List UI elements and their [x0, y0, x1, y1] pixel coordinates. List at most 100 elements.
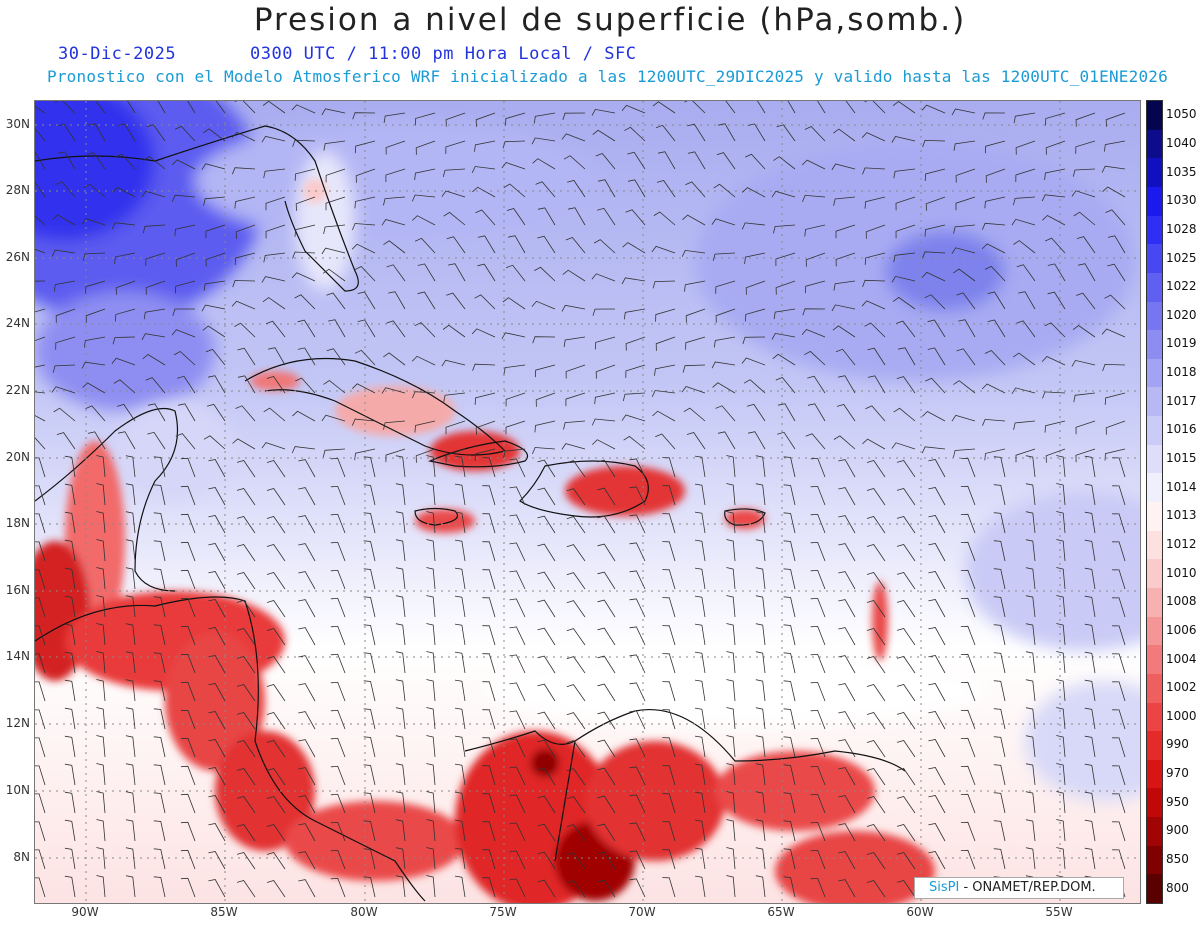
wind-barb [1071, 190, 1096, 198]
wind-barb [534, 266, 556, 282]
wind-barb [953, 380, 976, 394]
wind-barb [363, 512, 376, 534]
wind-barb [1084, 679, 1096, 702]
wind-barb [363, 456, 376, 478]
wind-barb [35, 280, 46, 282]
wind-barb [454, 847, 466, 870]
wind-barb [505, 112, 526, 126]
wind-barb [482, 709, 496, 730]
wind-barb [1104, 448, 1126, 461]
wind-barb [64, 735, 76, 758]
wind-barb [896, 852, 916, 870]
wind-barb [864, 252, 886, 265]
wind-barb [1056, 595, 1066, 618]
wind-barb [125, 763, 136, 786]
wind-barb [566, 712, 586, 730]
wind-barb [592, 129, 616, 142]
wind-barb [234, 252, 256, 266]
wind-barb [357, 319, 376, 338]
wind-barb [35, 415, 46, 422]
wind-barb [474, 294, 496, 310]
wind-barb [236, 488, 256, 506]
wind-barb [64, 763, 76, 786]
wind-barb [838, 487, 856, 506]
wind-barb [1042, 391, 1066, 399]
wind-barb [807, 403, 826, 422]
wind-barb [35, 181, 46, 198]
wind-barb [203, 196, 226, 206]
wind-barb [482, 457, 496, 478]
wind-barb [681, 386, 706, 394]
wind-barb [655, 336, 676, 351]
wind-barb [206, 403, 226, 422]
wind-barb [662, 597, 676, 618]
wind-barb [653, 211, 676, 226]
wind-barb [810, 513, 826, 534]
wind-barb [57, 123, 76, 142]
wind-barb [755, 847, 766, 870]
wind-barb [298, 795, 316, 814]
wind-barb [747, 123, 766, 142]
wind-barb [597, 543, 616, 562]
wind-barb [96, 539, 106, 562]
wind-barb [125, 623, 136, 646]
wind-barb [175, 280, 196, 294]
wind-barb [509, 570, 526, 590]
wind-barb [984, 350, 1006, 366]
wind-barb [477, 263, 496, 282]
wind-barb [411, 194, 436, 202]
wind-barb [503, 364, 526, 375]
wind-barb [298, 739, 316, 758]
wind-barb [118, 431, 136, 450]
wind-barb [482, 541, 496, 562]
wind-barb [1012, 352, 1036, 366]
wind-barb [1045, 112, 1066, 126]
wind-barb [395, 707, 406, 730]
wind-barb [741, 357, 766, 366]
wind-barb [325, 168, 346, 183]
pressure-colorbar [1146, 100, 1163, 904]
wind-barb [354, 266, 376, 282]
wind-barb [951, 247, 976, 254]
wind-barb [597, 487, 616, 506]
lat-label-10n: 10N [5, 783, 30, 797]
wind-barb [426, 539, 436, 562]
wind-barb [236, 824, 256, 842]
wind-barb [537, 543, 556, 562]
wind-barb [1072, 168, 1096, 177]
wind-barb [662, 457, 676, 478]
wind-barb [82, 252, 106, 261]
wind-barb [833, 196, 856, 206]
wind-barb [454, 735, 466, 758]
wind-barb [623, 435, 646, 450]
wind-barb [64, 539, 76, 562]
wind-barb [1025, 511, 1036, 534]
wind-barb [363, 848, 376, 870]
wind-barb [145, 377, 166, 394]
wind-barb [662, 877, 676, 898]
wind-barb [960, 765, 976, 786]
wind-barb [1104, 392, 1126, 405]
wind-barb [746, 403, 766, 422]
wind-barb [145, 252, 166, 266]
wind-barb [896, 768, 916, 786]
colorbar-label: 1014 [1166, 479, 1197, 494]
wind-barb [445, 420, 466, 435]
wind-barb [537, 683, 556, 702]
wind-barb [810, 597, 826, 618]
wind-barb [951, 414, 976, 422]
wind-barb [621, 104, 646, 114]
wind-barb [153, 792, 166, 814]
wind-barb [591, 108, 616, 116]
wind-barb [896, 824, 916, 842]
wind-barb [866, 768, 886, 786]
wind-barb [1084, 791, 1096, 814]
wind-barb [395, 875, 406, 898]
wind-barb [928, 683, 946, 702]
wind-barb [810, 625, 826, 646]
wind-barb [477, 235, 496, 254]
wind-barb [597, 515, 616, 534]
wind-barb [783, 848, 796, 870]
wind-barb [783, 792, 796, 814]
wind-barb [180, 793, 196, 814]
